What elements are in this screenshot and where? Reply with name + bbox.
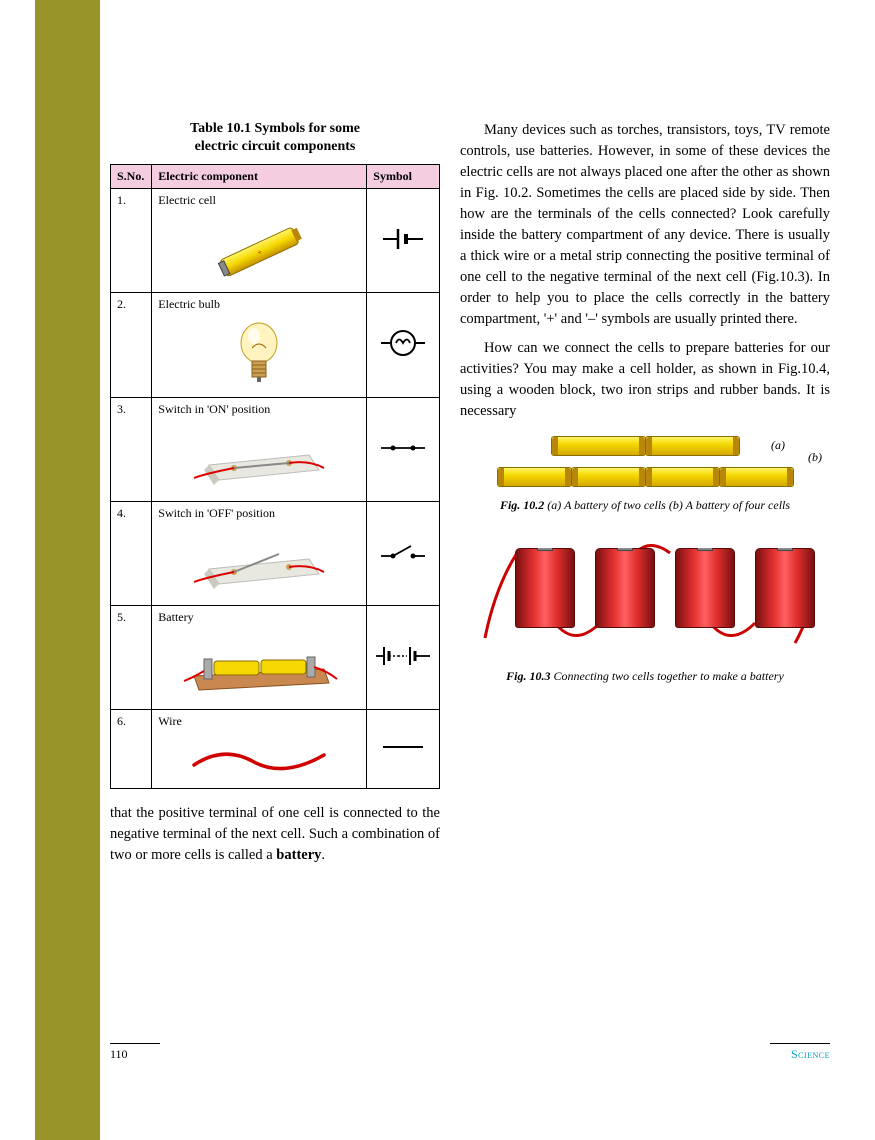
bulb-symbol: [367, 293, 440, 398]
battery-cell-icon: [645, 436, 740, 456]
battery-image: [158, 631, 360, 705]
cell-symbol: [367, 189, 440, 293]
cell-name: Electric bulb: [158, 297, 360, 312]
wire-image: [158, 735, 360, 784]
page-number: 110: [110, 1043, 160, 1062]
olive-sidebar: [35, 0, 100, 1140]
fig-10-2-caption: Fig. 10.2 (a) A battery of two cells (b)…: [460, 498, 830, 514]
battery-symbol: [367, 606, 440, 710]
connecting-cells-image: [475, 528, 815, 658]
battery-cell-icon: [571, 467, 646, 487]
figure-10-2: (a) (b) Fig. 10.2 (a) A battery of two c…: [460, 436, 830, 514]
switch-on-image: [158, 423, 360, 497]
cell-name: Switch in 'ON' position: [158, 402, 360, 417]
fig-text: (a) A battery of two cells (b) A battery…: [544, 498, 790, 512]
cell-sno: 1.: [111, 189, 152, 293]
cell-name: Battery: [158, 610, 360, 625]
para-text: that the positive terminal of one cell i…: [110, 805, 440, 863]
subject-label: Science: [770, 1043, 830, 1062]
page-footer: 110 Science: [110, 1043, 830, 1062]
fig-num: Fig. 10.2: [500, 498, 544, 512]
cell-sno: 6.: [111, 710, 152, 789]
switch-on-symbol: [367, 398, 440, 502]
label-a: (a): [771, 438, 785, 453]
table-title: Table 10.1 Symbols for some electric cir…: [110, 120, 440, 156]
label-b: (b): [808, 450, 822, 465]
components-table: S.No. Electric component Symbol 1. Elect…: [110, 164, 440, 789]
table-title-line2: electric circuit components: [195, 139, 356, 154]
cell-name: Wire: [158, 714, 360, 729]
switch-off-image: [158, 527, 360, 601]
table-row: 4. Switch in 'OFF' position: [111, 502, 440, 606]
cell-sno: 4.: [111, 502, 152, 606]
page-content: Table 10.1 Symbols for some electric cir…: [110, 120, 830, 866]
switch-off-symbol: [367, 502, 440, 606]
figure-10-3: Fig. 10.3 Connecting two cells together …: [460, 528, 830, 685]
paragraph-1: Many devices such as torches, transistor…: [460, 120, 830, 330]
fig-num: Fig. 10.3: [506, 669, 550, 683]
battery-cell-icon: [551, 436, 646, 456]
electric-cell-image: +: [158, 214, 360, 288]
header-sno: S.No.: [111, 165, 152, 189]
left-bottom-paragraph: that the positive terminal of one cell i…: [110, 803, 440, 866]
battery-cell-icon: [719, 467, 794, 487]
battery-cell-icon: [497, 467, 572, 487]
cell-sno: 5.: [111, 606, 152, 710]
table-row: 6. Wire: [111, 710, 440, 789]
header-component: Electric component: [152, 165, 367, 189]
fig-text: Connecting two cells together to make a …: [551, 669, 784, 683]
paragraph-2: How can we connect the cells to prepare …: [460, 338, 830, 422]
cell-sno: 2.: [111, 293, 152, 398]
wire-symbol: [367, 710, 440, 789]
table-row: 1. Electric cell +: [111, 189, 440, 293]
table-header-row: S.No. Electric component Symbol: [111, 165, 440, 189]
battery-bold: battery: [276, 847, 321, 863]
battery-cell-icon: [645, 467, 720, 487]
electric-bulb-image: [158, 318, 360, 393]
right-column: Many devices such as torches, transistor…: [460, 120, 830, 866]
table-row: 2. Electric bulb: [111, 293, 440, 398]
table-row: 5. Battery: [111, 606, 440, 710]
cell-sno: 3.: [111, 398, 152, 502]
cell-name: Electric cell: [158, 193, 360, 208]
para-end: .: [321, 847, 325, 863]
fig-10-3-caption: Fig. 10.3 Connecting two cells together …: [460, 669, 830, 685]
header-symbol: Symbol: [367, 165, 440, 189]
table-title-line1: Table 10.1 Symbols for some: [190, 121, 360, 136]
table-row: 3. Switch in 'ON' position: [111, 398, 440, 502]
cell-name: Switch in 'OFF' position: [158, 506, 360, 521]
left-column: Table 10.1 Symbols for some electric cir…: [110, 120, 440, 866]
